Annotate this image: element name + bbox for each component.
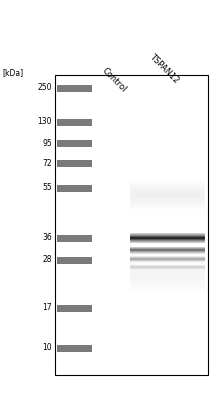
Bar — [130, 196, 205, 197]
Bar — [57, 184, 92, 192]
Bar — [130, 182, 205, 184]
Bar — [57, 234, 92, 242]
Bar — [130, 260, 205, 262]
Bar — [130, 269, 205, 270]
Bar — [130, 278, 205, 280]
Bar — [57, 118, 92, 126]
Bar — [130, 205, 205, 206]
Bar — [57, 304, 92, 312]
Bar — [57, 160, 92, 166]
Bar — [130, 258, 205, 259]
Bar — [130, 266, 205, 267]
Text: 10: 10 — [42, 344, 52, 352]
Bar — [130, 274, 205, 276]
Text: 17: 17 — [42, 304, 52, 312]
Text: [kDa]: [kDa] — [2, 68, 23, 77]
Text: Control: Control — [100, 66, 128, 94]
Text: 55: 55 — [42, 184, 52, 192]
Text: TSPAN12: TSPAN12 — [148, 52, 181, 84]
Bar — [130, 263, 205, 264]
Bar — [55, 75, 208, 375]
Text: 36: 36 — [42, 234, 52, 242]
Bar — [130, 287, 205, 288]
Bar — [130, 197, 205, 198]
Bar — [57, 344, 92, 352]
Text: 95: 95 — [42, 138, 52, 148]
Text: 250: 250 — [37, 84, 52, 92]
Bar — [130, 259, 205, 260]
Bar — [130, 281, 205, 283]
Bar — [130, 180, 205, 181]
Text: 130: 130 — [37, 118, 52, 126]
Bar — [130, 191, 205, 192]
Text: 72: 72 — [42, 158, 52, 168]
Bar — [130, 286, 205, 287]
Bar — [130, 208, 205, 209]
Bar — [130, 264, 205, 266]
Bar — [130, 184, 205, 185]
Bar — [130, 203, 205, 204]
Bar — [130, 283, 205, 284]
Bar — [130, 267, 205, 269]
Bar — [130, 204, 205, 205]
Bar — [130, 291, 205, 292]
Bar — [130, 192, 205, 193]
Bar — [57, 140, 92, 146]
Bar — [130, 272, 205, 273]
Bar — [130, 202, 205, 203]
Bar — [130, 273, 205, 274]
Bar — [130, 181, 205, 182]
Bar — [57, 84, 92, 92]
Bar — [130, 200, 205, 202]
Bar — [130, 209, 205, 210]
Bar — [130, 190, 205, 191]
Bar — [130, 185, 205, 186]
Bar — [130, 199, 205, 200]
Bar — [130, 262, 205, 263]
Bar — [130, 186, 205, 187]
Bar — [130, 187, 205, 188]
Bar — [130, 193, 205, 194]
Bar — [130, 194, 205, 196]
Bar — [130, 284, 205, 286]
Bar — [130, 206, 205, 208]
Bar — [130, 198, 205, 199]
Bar — [130, 290, 205, 291]
Text: 28: 28 — [42, 256, 52, 264]
Bar — [130, 276, 205, 277]
Bar — [130, 188, 205, 190]
Bar — [130, 270, 205, 272]
Bar — [130, 280, 205, 281]
Bar — [57, 256, 92, 264]
Bar — [130, 288, 205, 290]
Bar — [130, 277, 205, 278]
